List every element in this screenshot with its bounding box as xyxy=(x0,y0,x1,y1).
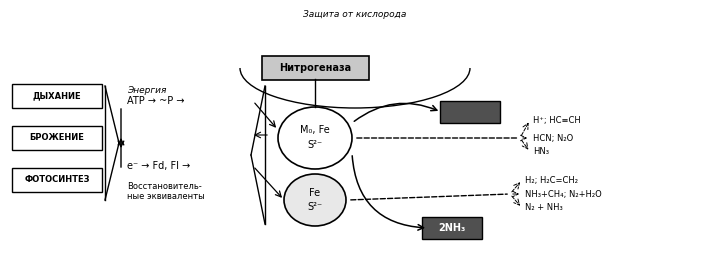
Text: ФОТОСИНТЕЗ: ФОТОСИНТЕЗ xyxy=(24,176,90,185)
FancyBboxPatch shape xyxy=(12,84,102,108)
Text: HN₃: HN₃ xyxy=(533,148,549,157)
Text: N₂ + NH₃: N₂ + NH₃ xyxy=(525,204,563,213)
Text: M₀, Fe: M₀, Fe xyxy=(300,125,330,135)
Text: ДЫХАНИЕ: ДЫХАНИЕ xyxy=(33,92,82,101)
FancyBboxPatch shape xyxy=(12,126,102,150)
Text: Энергия: Энергия xyxy=(127,86,167,95)
Text: Fe: Fe xyxy=(309,188,320,198)
Ellipse shape xyxy=(284,174,346,226)
Ellipse shape xyxy=(278,107,352,169)
FancyBboxPatch shape xyxy=(422,217,482,239)
Text: БРОЖЕНИЕ: БРОЖЕНИЕ xyxy=(30,134,84,143)
FancyBboxPatch shape xyxy=(440,101,500,123)
FancyBboxPatch shape xyxy=(12,168,102,192)
FancyBboxPatch shape xyxy=(262,56,369,80)
Text: Нитрогеназа: Нитрогеназа xyxy=(279,63,351,73)
Text: H₂; H₂C=CH₂: H₂; H₂C=CH₂ xyxy=(525,176,578,185)
Text: e⁻ → Fd, FI →: e⁻ → Fd, FI → xyxy=(127,161,190,171)
Text: ATP → ~P →: ATP → ~P → xyxy=(127,96,184,106)
Text: 2NH₃: 2NH₃ xyxy=(438,223,466,233)
Text: S²⁻: S²⁻ xyxy=(308,140,323,150)
Text: S²⁻: S²⁻ xyxy=(308,202,323,212)
Text: HCN; N₂O: HCN; N₂O xyxy=(533,134,574,143)
Text: H⁺; HC≡CH: H⁺; HC≡CH xyxy=(533,116,581,125)
Text: Восстановитель-: Восстановитель- xyxy=(127,182,202,191)
Text: ные эквиваленты: ные эквиваленты xyxy=(127,192,205,201)
Text: NH₃+CH₄; N₂+H₂O: NH₃+CH₄; N₂+H₂O xyxy=(525,190,602,199)
Text: Защита от кислорода: Защита от кислорода xyxy=(303,10,407,19)
